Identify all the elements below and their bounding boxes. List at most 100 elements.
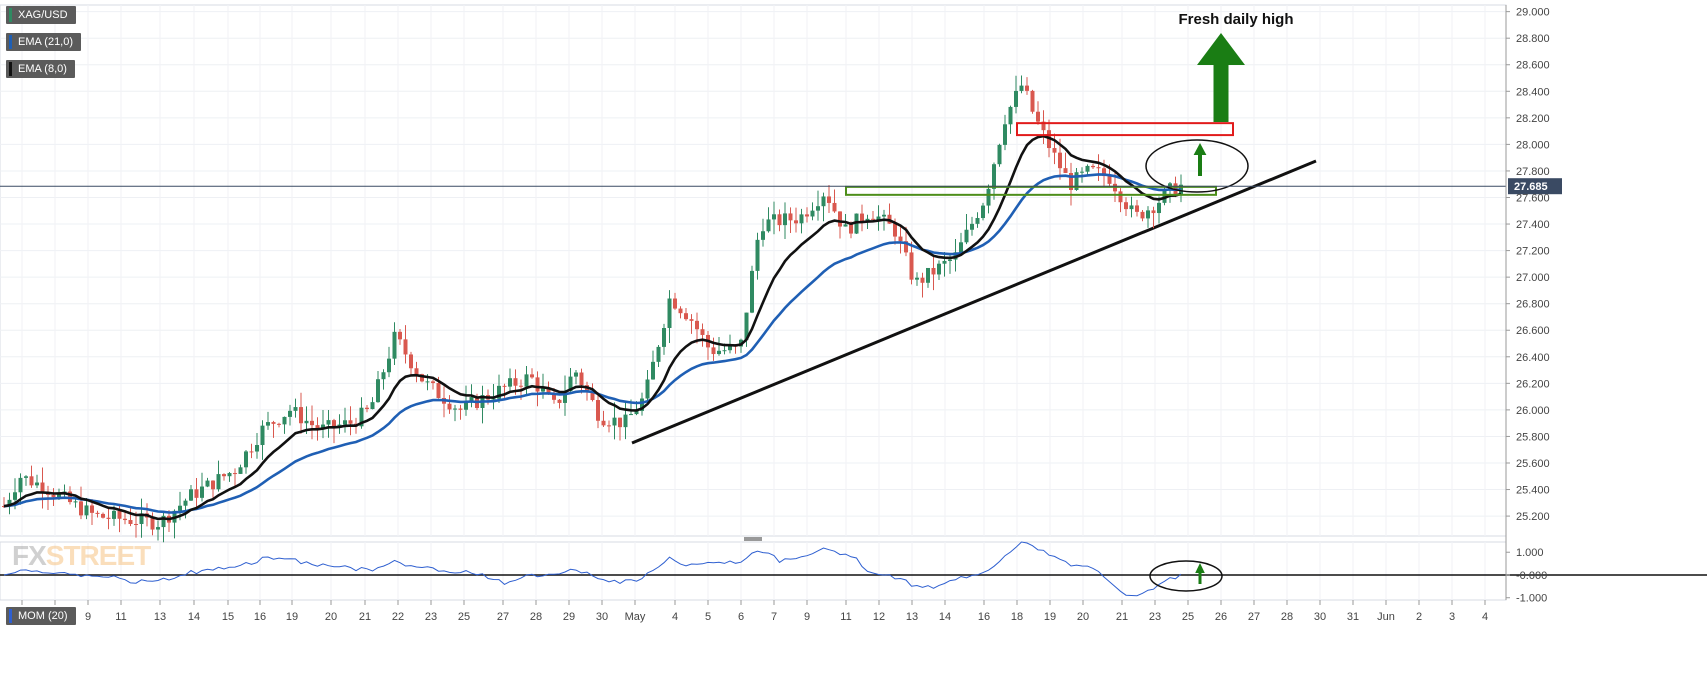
x-tick-label: 14: [939, 611, 951, 623]
bearish-candle: [310, 420, 314, 426]
bearish-candle: [920, 277, 925, 283]
bullish-candle: [975, 218, 980, 224]
bullish-candle: [766, 219, 771, 232]
mom-legend[interactable]: MOM (20): [6, 607, 76, 625]
mom-highlight-ellipse: [1149, 560, 1223, 592]
bullish-candle: [7, 499, 12, 507]
fresh-high-annotation: Fresh daily high: [1178, 11, 1293, 28]
ema21-label: EMA (21,0): [18, 36, 74, 48]
bearish-candle: [1102, 168, 1106, 177]
x-tick-label: 31: [1347, 611, 1359, 623]
x-tick-label: 11: [840, 611, 851, 623]
bearish-candle: [299, 407, 303, 424]
bullish-candle: [634, 410, 639, 415]
mom-tick-label: -1.000: [1516, 593, 1547, 605]
bearish-candle: [788, 213, 793, 221]
bullish-candle: [656, 346, 661, 362]
resistance-box: [1016, 122, 1234, 137]
bullish-candle: [1003, 124, 1007, 145]
bearish-candle: [898, 236, 903, 242]
x-tick-label: 9: [804, 611, 810, 623]
bearish-candle: [90, 505, 94, 513]
x-tick-label: 22: [392, 611, 404, 623]
bearish-candle: [106, 517, 111, 519]
bearish-candle: [277, 423, 281, 425]
bullish-candle: [343, 420, 347, 425]
x-tick-label: 4: [1482, 611, 1488, 623]
x-tick-label: 4: [672, 611, 678, 623]
bullish-candle: [1074, 172, 1079, 190]
bearish-candle: [40, 482, 45, 493]
bearish-candle: [128, 520, 133, 524]
bearish-candle: [601, 420, 606, 426]
ema21-legend[interactable]: EMA (21,0): [6, 33, 82, 51]
bearish-candle: [431, 381, 435, 384]
ema8-legend[interactable]: EMA (8,0): [6, 60, 75, 78]
momentum-line: [3, 541, 1182, 597]
bullish-candle: [282, 416, 287, 425]
bullish-candle: [667, 298, 672, 329]
x-tick-label: 7: [771, 611, 777, 623]
momentum-grid: [0, 541, 1507, 601]
bullish-candle: [73, 501, 78, 503]
bullish-candle: [387, 358, 391, 373]
bullish-candle: [453, 408, 457, 410]
bullish-candle: [942, 260, 947, 264]
bullish-candle: [970, 223, 974, 230]
bearish-candle: [530, 374, 534, 378]
momentum-panel: [0, 541, 1507, 601]
bearish-candle: [700, 329, 705, 335]
bullish-candle: [717, 350, 721, 355]
mom-tick-label: 1.000: [1516, 547, 1544, 559]
x-tick-label: 23: [1149, 611, 1161, 623]
y-tick-label: 25.200: [1516, 511, 1550, 523]
symbol-label: XAG/USD: [18, 9, 68, 21]
bearish-candle: [409, 354, 413, 369]
bullish-candle: [425, 381, 430, 383]
x-tick-label: 11: [115, 611, 126, 623]
bullish-candle: [865, 218, 870, 222]
symbol-legend[interactable]: XAG/USD: [6, 6, 76, 24]
bullish-candle: [326, 420, 331, 425]
bullish-candle: [255, 445, 259, 452]
bullish-candle: [84, 505, 89, 516]
big-up-arrow: [1197, 33, 1245, 122]
bullish-candle: [381, 372, 386, 380]
x-tick-label: 28: [1281, 611, 1293, 623]
mom-up-arrow: [1195, 563, 1205, 584]
panel-resize-handle[interactable]: [744, 537, 762, 541]
x-tick-label: 21: [359, 611, 371, 623]
bearish-candle: [777, 214, 782, 226]
bullish-candle: [24, 476, 28, 478]
bullish-candle: [541, 388, 545, 392]
bullish-candle: [1162, 189, 1167, 203]
mom-tick-label: -0.000: [1516, 570, 1547, 582]
bullish-candle: [288, 410, 292, 417]
bearish-candle: [348, 420, 353, 424]
bearish-candle: [1096, 167, 1101, 169]
bearish-candle: [1030, 90, 1035, 112]
bullish-candle: [821, 196, 826, 207]
bearish-candle: [95, 512, 100, 514]
bullish-candle: [112, 510, 116, 519]
bearish-candle: [827, 196, 831, 203]
bearish-candle: [29, 476, 34, 486]
bullish-candle: [321, 424, 325, 430]
bearish-candle: [893, 223, 897, 237]
y-tick-label: 26.000: [1516, 405, 1550, 417]
bearish-candle: [117, 510, 122, 519]
bullish-candle: [13, 492, 17, 500]
bullish-candle: [959, 242, 963, 253]
bullish-candle: [783, 213, 787, 226]
bullish-candle: [491, 398, 496, 400]
bearish-candle: [909, 252, 914, 280]
bearish-candle: [502, 385, 507, 387]
bullish-candle: [722, 350, 727, 352]
bullish-candle: [750, 270, 754, 313]
bullish-candle: [623, 414, 628, 428]
small-up-arrow: [1193, 143, 1207, 176]
trend-annotations: [0, 159, 1707, 576]
bearish-candle: [1118, 191, 1123, 203]
bullish-candle: [810, 210, 815, 217]
